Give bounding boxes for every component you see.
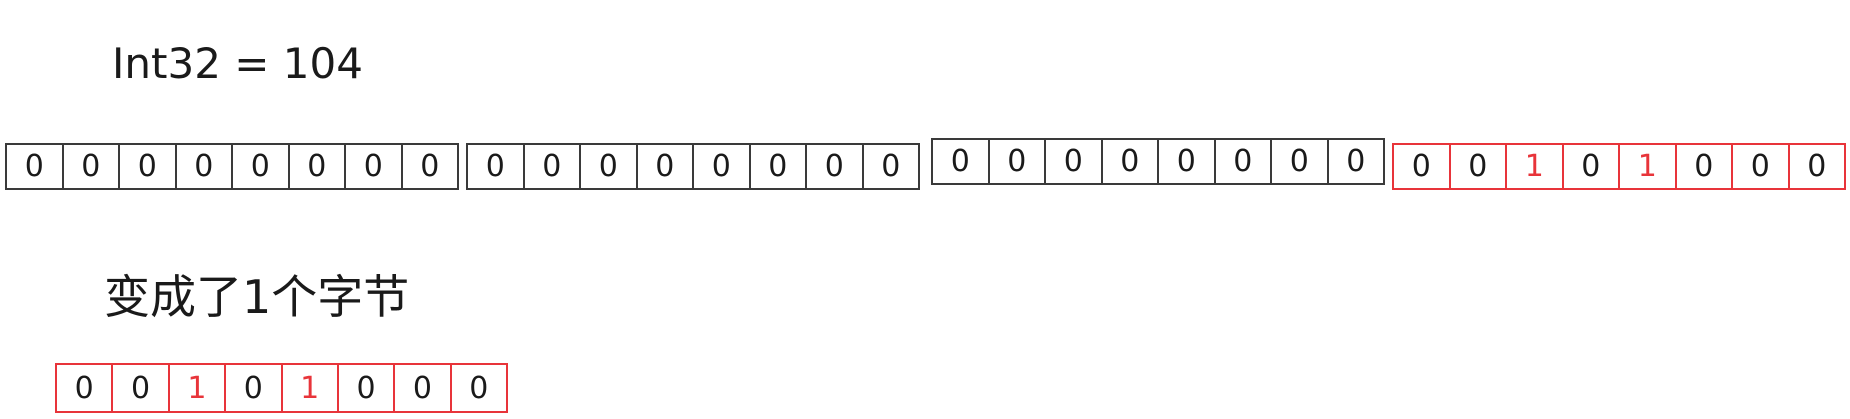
caption-became-one-byte: 变成了1个字节 <box>104 270 410 324</box>
bit-cell: 0 <box>1213 140 1271 183</box>
bit-cell: 0 <box>287 145 345 188</box>
bit-cell: 0 <box>579 145 636 188</box>
bit-cell: 0 <box>1270 140 1327 183</box>
bit-cell: 0 <box>118 145 175 188</box>
bit-cell: 0 <box>1411 149 1431 184</box>
bit-cell: 0 <box>987 140 1045 183</box>
bit-cell: 0 <box>950 144 970 179</box>
bit-cell: 0 <box>1787 145 1845 188</box>
bit-cell: 0 <box>748 145 806 188</box>
bit-cell: 0 <box>1044 140 1101 183</box>
bit-cell: 0 <box>393 365 449 411</box>
bit-cell: 0 <box>61 145 119 188</box>
bit-cell: 0 <box>231 145 288 188</box>
bit-cell: 1 <box>167 365 224 411</box>
bit-cell: 0 <box>1448 145 1506 188</box>
bit-cell: 0 <box>522 145 580 188</box>
bit-cell: 0 <box>400 145 458 188</box>
bit-cell: 0 <box>805 145 862 188</box>
bit-cell: 0 <box>1561 145 1619 188</box>
bit-cell: 0 <box>336 365 393 411</box>
bit-cell: 0 <box>1674 145 1732 188</box>
bit-cell: 0 <box>1157 140 1214 183</box>
bit-cell: 0 <box>24 149 44 184</box>
bit-cell: 1 <box>1505 145 1562 188</box>
bit-cell: 1 <box>1618 145 1675 188</box>
bit-cell: 0 <box>224 365 280 411</box>
bit-cell: 0 <box>485 149 505 184</box>
bit-cell: 0 <box>635 145 693 188</box>
bit-cell: 0 <box>1326 140 1384 183</box>
bit-cell: 0 <box>74 370 94 406</box>
bit-cell: 0 <box>1731 145 1788 188</box>
bit-cell: 0 <box>692 145 749 188</box>
bit-cell: 0 <box>1100 140 1158 183</box>
bit-cell: 0 <box>449 365 506 411</box>
bit-cell: 0 <box>111 365 167 411</box>
bit-cell: 0 <box>861 145 919 188</box>
bit-cell: 0 <box>174 145 232 188</box>
int32-title: Int32 = 104 <box>112 39 363 88</box>
bit-cell: 0 <box>344 145 401 188</box>
bit-cell: 1 <box>280 365 337 411</box>
